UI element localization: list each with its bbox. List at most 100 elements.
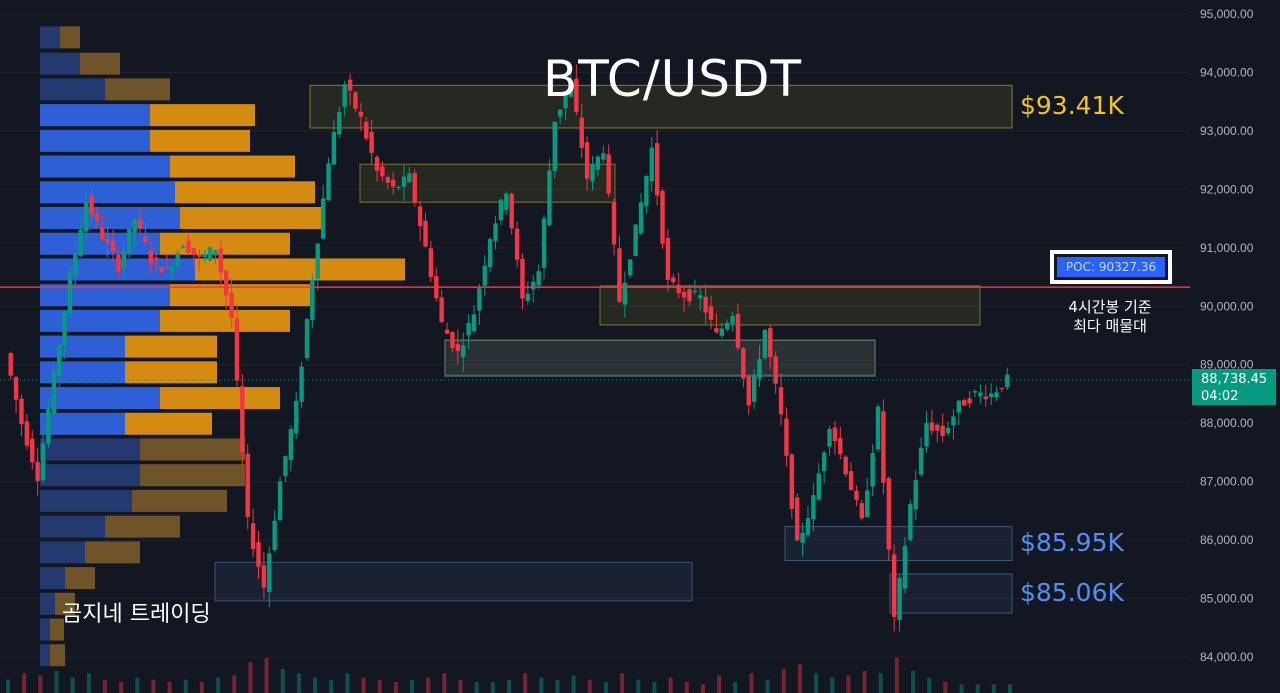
candle-body	[935, 424, 940, 431]
candle-body	[671, 277, 676, 283]
candle-body	[875, 406, 881, 450]
candle-body	[816, 473, 821, 500]
volume-bar	[345, 673, 350, 693]
candle-body	[423, 220, 428, 247]
profile-sell-bar	[160, 232, 290, 255]
candle-body	[320, 198, 326, 239]
candle-body	[13, 377, 19, 400]
candle-body	[19, 398, 24, 425]
candle-body	[272, 520, 277, 550]
volume-bar	[199, 682, 204, 693]
volume-bar	[733, 682, 738, 693]
volume-bar	[377, 679, 382, 693]
candle-body	[595, 156, 601, 170]
profile-buy-bar	[40, 207, 180, 230]
candle-body	[455, 344, 461, 352]
candle-body	[708, 306, 714, 320]
candle-body	[288, 429, 294, 461]
candle-body	[407, 173, 412, 183]
candle-body	[665, 238, 671, 280]
profile-buy-bar	[40, 181, 175, 204]
candle-body	[94, 213, 100, 221]
volume-bar	[797, 664, 802, 693]
candle-body	[638, 202, 644, 234]
candle-body	[471, 314, 477, 332]
candle-body	[46, 408, 51, 444]
volume-bar	[814, 673, 819, 693]
candle-body	[116, 254, 121, 271]
candle-body	[100, 227, 105, 240]
zone	[444, 339, 876, 377]
candle-body	[757, 359, 762, 379]
candle-body	[234, 318, 240, 381]
candle-body	[342, 84, 347, 107]
candle-body	[180, 246, 186, 249]
candle-body	[908, 504, 913, 540]
candle-body	[186, 240, 191, 253]
candle-body	[223, 270, 229, 296]
candle-body	[170, 266, 175, 272]
candle-body	[865, 490, 870, 518]
candle-body	[191, 248, 197, 255]
candle-body	[784, 418, 789, 456]
candle-body	[945, 428, 951, 434]
profile-sell-bar	[125, 412, 212, 435]
volume-bar	[296, 673, 301, 693]
volume-bar	[442, 673, 447, 693]
candle-body	[267, 553, 272, 593]
poc-note-line1: 4시간봉 기준	[1068, 298, 1152, 316]
candle-body	[202, 253, 207, 257]
candle-body	[412, 173, 417, 203]
candle-body	[988, 393, 994, 397]
price-lines	[0, 286, 1190, 381]
profile-sell-bar	[85, 541, 140, 564]
profile-buy-bar	[40, 232, 160, 255]
volume-bar	[1008, 684, 1012, 693]
candle-body	[735, 313, 741, 348]
volume-bar	[248, 662, 253, 693]
y-tick-label: 93,000.00	[1200, 124, 1254, 138]
candle-body	[811, 495, 816, 520]
candle-body	[805, 518, 811, 536]
candle-body	[967, 398, 972, 404]
candle-body	[369, 131, 374, 153]
volume-bar	[878, 673, 883, 693]
candle-body	[450, 332, 455, 348]
candle-body	[552, 121, 557, 172]
candle-body	[73, 252, 78, 276]
profile-sell-bar	[160, 387, 280, 410]
candle-body	[827, 428, 832, 447]
volume-bar	[183, 679, 188, 693]
candlesticks	[8, 64, 1010, 632]
profile-sell-bar	[125, 361, 217, 384]
poc-annotation: 4시간봉 기준 최다 매물대	[1040, 298, 1180, 336]
candle-body	[294, 400, 299, 434]
zone	[599, 285, 981, 326]
candle-body	[654, 143, 660, 196]
profile-sell-bar	[195, 258, 405, 281]
candle-body	[380, 166, 385, 177]
poc-label: POC: 90327.36	[1057, 257, 1165, 277]
volume-bar	[571, 675, 576, 693]
candle-body	[444, 329, 450, 334]
profile-buy-bar	[40, 618, 50, 641]
volume-bar	[523, 673, 528, 693]
candle-body	[304, 319, 310, 359]
profile-buy-bar	[40, 284, 170, 307]
profile-buy-bar	[40, 387, 160, 410]
volume-bar	[264, 657, 269, 693]
candle-body	[929, 422, 935, 431]
candle-body	[590, 164, 595, 182]
volume-bar	[636, 679, 641, 693]
candle-body	[493, 223, 498, 242]
level-label-85-95k: $85.95K	[1020, 527, 1124, 557]
price-axis: 95,000.00 94,000.00 93,000.00 92,000.00 91,0…	[1200, 7, 1254, 664]
profile-sell-bar	[170, 155, 295, 178]
y-tick-label: 84,000.00	[1200, 650, 1254, 664]
chart-title: BTC/USDT	[543, 50, 803, 108]
volume-bar	[86, 673, 91, 693]
candle-body	[795, 497, 800, 541]
candle-body	[121, 251, 127, 269]
supply-demand-zones	[214, 84, 1013, 614]
